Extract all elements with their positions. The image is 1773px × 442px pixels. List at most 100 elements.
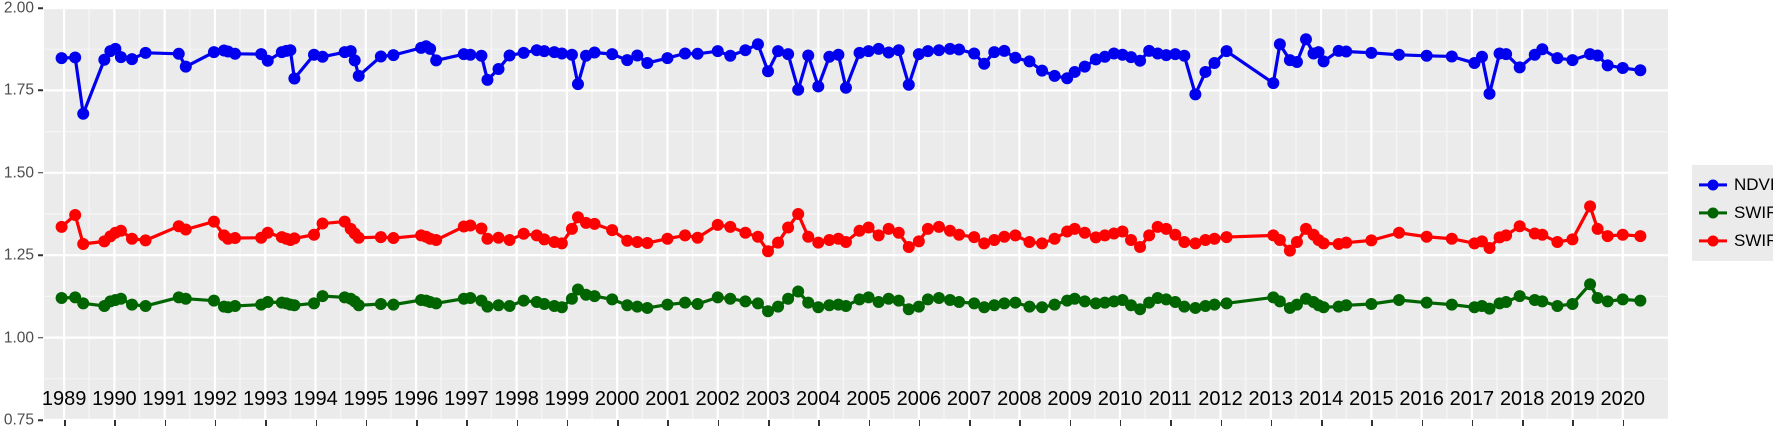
x-tick-mark [114,420,116,426]
data-point [1199,234,1212,247]
data-point [853,224,866,237]
data-point [1551,236,1564,249]
x-tick-label: 1992 [192,388,238,410]
data-point [1365,46,1378,59]
data-point [308,297,320,310]
data-point [902,240,915,253]
y-tick-label: 1.25 [3,246,34,264]
legend-item-label: SWIR2 [1734,203,1773,222]
x-tick-mark [416,420,418,426]
y-axis: 0.75 1.00 1.25 1.50 1.75 2.00 [0,0,44,442]
data-point [902,78,915,91]
data-point [711,291,724,304]
data-point [968,297,981,310]
x-tick-mark [315,420,317,426]
data-point [782,221,795,234]
data-point [1420,296,1433,309]
x-tick-mark [1421,420,1424,426]
data-point [862,45,875,58]
data-point [261,226,274,239]
data-point [882,46,895,59]
data-point [1078,226,1091,239]
data-point [481,73,494,86]
data-point [772,45,785,58]
data-point [1273,234,1286,247]
data-point [430,234,443,247]
data-point [1189,237,1202,250]
x-tick-mark [717,420,720,426]
data-point [988,234,1001,247]
data-point [812,236,825,249]
data-point [1483,241,1496,254]
data-point [1393,226,1406,239]
x-tick-label: 2008 [997,388,1042,410]
data-point [988,46,1001,59]
data-point [538,233,551,246]
data-point [631,236,644,249]
data-point [55,220,68,233]
data-point [1340,299,1353,312]
data-point [179,292,192,305]
data-point [621,299,634,312]
data-point [892,226,905,239]
data-point [172,47,185,60]
data-point [1601,295,1614,308]
data-point [288,72,301,85]
x-tick-label: 2000 [594,388,640,410]
data-point [261,296,274,308]
x-tick-label: 2015 [1349,388,1394,410]
data-point [492,231,505,244]
data-point [839,299,852,312]
data-point [751,230,764,243]
legend-item-ndvi[interactable]: NDVI [1699,171,1773,199]
data-point [1420,49,1433,62]
data-point [348,54,361,67]
data-point [872,42,885,55]
data-point [724,220,737,233]
x-tick-mark [1270,420,1273,426]
x-tick-label: 2006 [896,388,942,410]
data-point [691,231,704,244]
data-point [1513,61,1526,74]
data-point [229,47,242,60]
data-point [538,45,551,58]
data-point [1591,49,1604,62]
x-tick-label: 1994 [293,388,338,410]
x-tick-mark [868,420,871,426]
data-point [308,228,320,241]
data-point [932,220,945,233]
data-point [621,54,634,67]
x-tick-label: 2017 [1449,388,1495,410]
data-point [1125,51,1138,64]
x-tick-label: 2011 [1148,388,1192,410]
data-point [1290,56,1303,69]
x-tick-label: 1995 [343,388,389,410]
data-point [1634,294,1647,307]
data-point [998,44,1011,57]
legend-item-swir1[interactable]: SWIR1 [1699,227,1773,255]
data-point [517,46,530,59]
data-point [978,57,991,70]
data-point [772,300,785,313]
x-tick-label: 2019 [1550,388,1595,410]
data-point [1048,69,1061,82]
data-point [1312,46,1325,59]
data-point [1036,237,1049,250]
data-point [1023,300,1036,313]
data-point [1178,300,1191,313]
data-point [1178,49,1191,62]
data-point [882,222,895,235]
data-point [1616,293,1629,306]
data-point [823,234,836,247]
data-point [98,53,111,66]
x-tick-label: 2003 [745,388,791,410]
legend-item-swir2[interactable]: SWIR2 [1699,199,1773,227]
data-point [953,228,966,241]
x-tick-mark [1069,420,1072,426]
data-point [1208,298,1221,311]
data-point [661,52,674,65]
data-point [606,48,619,61]
data-point [762,65,775,78]
x-tick-label: 2010 [1097,388,1143,410]
